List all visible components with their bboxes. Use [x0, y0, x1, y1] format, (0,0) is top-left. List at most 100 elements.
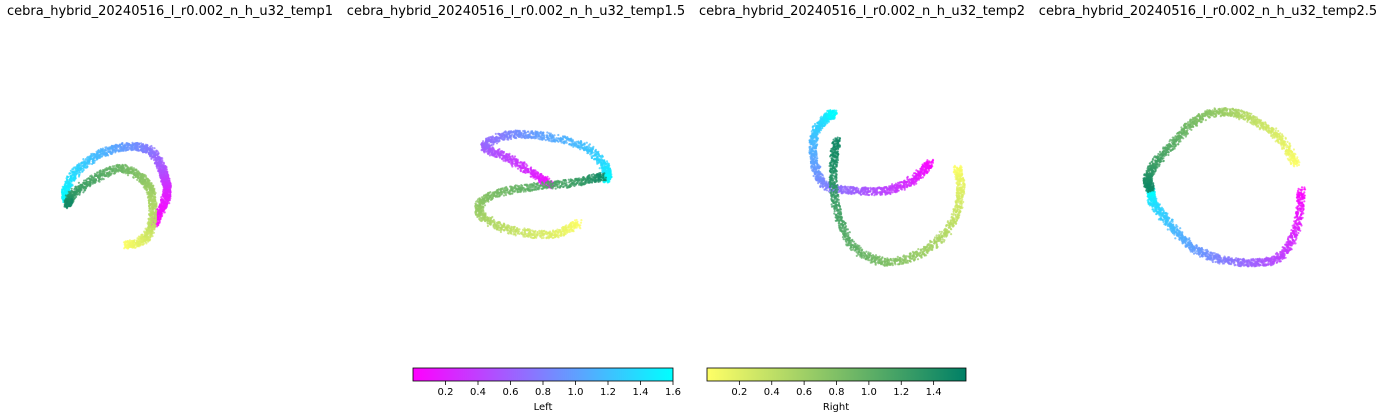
scatter-point — [110, 152, 113, 156]
scatter-point — [547, 137, 551, 140]
scatter-point — [542, 234, 545, 237]
scatter-point — [590, 150, 593, 153]
scatter-point — [536, 133, 540, 136]
scatter-point — [158, 169, 162, 172]
scatter-point — [592, 151, 596, 154]
scatter-point — [104, 146, 107, 149]
scatter-point — [579, 227, 582, 230]
scatter-point — [132, 176, 135, 179]
scatter-point — [523, 166, 526, 169]
scatter-point — [155, 149, 158, 152]
scatter-point — [90, 178, 93, 181]
scatter-point — [163, 189, 166, 192]
scatter-point — [153, 192, 156, 195]
scatter-point — [159, 166, 162, 169]
panel-title-2: cebra_hybrid_20240516_l_r0.002_n_h_u32_t… — [346, 4, 686, 19]
scatter-point — [67, 188, 70, 191]
scatter-point — [126, 174, 130, 177]
scatter-point — [77, 175, 81, 178]
scatter-point — [499, 153, 502, 157]
scatter-point — [523, 168, 527, 171]
scatter-point — [497, 153, 500, 156]
scatter-point — [69, 201, 72, 205]
scatter-point — [164, 170, 167, 173]
scatter-point — [580, 219, 583, 222]
scatter-point — [107, 173, 110, 176]
scatter-point — [576, 220, 579, 223]
scatter-point — [118, 144, 121, 147]
scatter-point — [161, 172, 164, 175]
scatter-point — [561, 135, 565, 138]
scatter-point — [519, 160, 522, 164]
scatter-point — [101, 177, 104, 180]
scatter-point — [520, 232, 523, 235]
scatter-point — [73, 193, 76, 197]
scatter-point — [552, 236, 555, 239]
scatter-point — [601, 155, 604, 158]
scatter-point — [553, 234, 556, 237]
scatter-point — [527, 130, 530, 133]
scatter-point — [533, 174, 536, 177]
scatter-point — [141, 181, 144, 184]
scatter-point — [481, 142, 484, 145]
scatter-point — [75, 193, 78, 196]
scatter-point — [545, 230, 548, 233]
scatter-point — [161, 170, 164, 173]
scatter-point — [147, 202, 151, 205]
scatter-point — [68, 184, 71, 188]
scatter-point — [130, 240, 133, 243]
scatter-point — [523, 162, 526, 165]
scatter-point — [506, 158, 509, 161]
scatter-point — [153, 147, 156, 150]
scatter-point — [111, 147, 114, 150]
scatter-point — [69, 169, 72, 172]
scatter-point — [493, 140, 496, 143]
scatter-point — [107, 150, 110, 154]
scatter-point — [141, 178, 144, 181]
scatter-point — [90, 175, 93, 179]
scatter-point — [507, 131, 510, 134]
scatter-point — [161, 201, 164, 204]
scatter-point — [115, 165, 118, 168]
scatter-point — [86, 159, 89, 162]
scatter-point — [164, 197, 167, 200]
scatter-point — [92, 176, 95, 180]
scatter-point — [536, 136, 539, 139]
scatter-point — [127, 145, 130, 148]
scatter-point — [145, 191, 148, 194]
scatter-point — [524, 131, 528, 134]
scatter-point — [153, 224, 156, 227]
scatter-point — [523, 229, 526, 232]
scatter-point — [163, 193, 166, 196]
scatter-point — [68, 172, 71, 175]
scatter-point — [551, 140, 554, 143]
scatter-point — [84, 179, 87, 182]
scatter-point — [124, 163, 127, 166]
scatter-point — [135, 142, 138, 145]
panel-title-1: cebra_hybrid_20240516_l_r0.002_n_h_u32_t… — [7, 4, 333, 19]
scatter-point — [146, 183, 149, 186]
scatter-point — [492, 152, 496, 155]
scatter-point — [82, 181, 85, 184]
scatter-point — [114, 168, 118, 171]
scatter-point — [606, 178, 610, 181]
scatter-point — [166, 199, 169, 202]
scatter-point — [86, 165, 89, 168]
scatter-point — [600, 161, 603, 164]
scatter-point — [147, 225, 150, 228]
scatter-point — [79, 168, 82, 171]
scatter-point — [82, 191, 85, 194]
scatter-point — [86, 163, 89, 166]
scatter-point — [81, 170, 84, 173]
scatter-point — [514, 162, 517, 165]
scatter-point — [546, 236, 549, 239]
scatter-point — [546, 175, 549, 178]
scatter-point — [511, 154, 514, 158]
scatter-point — [153, 159, 156, 162]
scatter-point — [527, 136, 530, 139]
scatter-point — [125, 243, 128, 247]
scatter-point — [82, 165, 85, 168]
scatter-point — [519, 131, 523, 134]
scatter-point — [592, 145, 595, 148]
scatter-point — [153, 218, 156, 222]
